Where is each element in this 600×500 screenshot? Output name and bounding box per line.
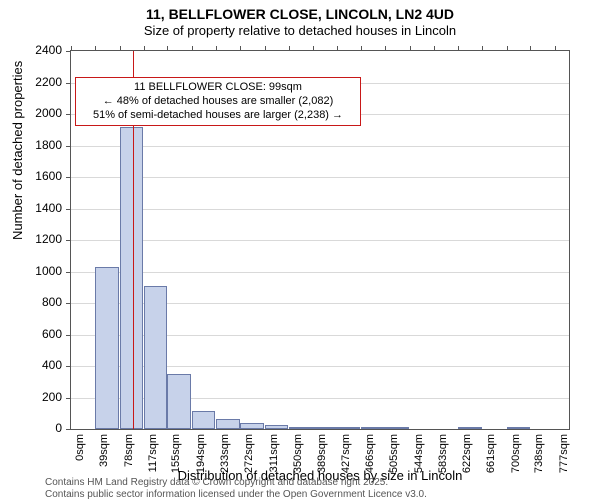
footer-attribution: Contains HM Land Registry data © Crown c… bbox=[45, 477, 427, 500]
footer-line-2: Contains public sector information licen… bbox=[45, 489, 427, 500]
x-tick-label: 78sqm bbox=[123, 434, 135, 467]
annotation-line: ← 48% of detached houses are smaller (2,… bbox=[82, 95, 354, 109]
histogram-bar bbox=[240, 423, 264, 429]
y-tick-label: 1400 bbox=[22, 201, 62, 215]
x-tick-mark bbox=[530, 46, 531, 51]
y-tick-label: 1600 bbox=[22, 169, 62, 183]
y-tick-label: 2000 bbox=[22, 106, 62, 120]
gridline bbox=[71, 240, 569, 241]
y-tick-mark bbox=[66, 366, 71, 367]
y-tick-mark bbox=[66, 177, 71, 178]
gridline bbox=[71, 177, 569, 178]
x-tick-mark bbox=[337, 46, 338, 51]
y-tick-mark bbox=[66, 272, 71, 273]
x-tick-mark bbox=[289, 46, 290, 51]
histogram-bar bbox=[120, 127, 144, 429]
histogram-bar bbox=[144, 286, 168, 429]
gridline bbox=[71, 146, 569, 147]
y-tick-label: 2200 bbox=[22, 75, 62, 89]
histogram-bar bbox=[216, 419, 240, 429]
y-tick-label: 200 bbox=[22, 390, 62, 404]
x-tick-label: 0sqm bbox=[74, 434, 86, 461]
x-tick-mark bbox=[458, 46, 459, 51]
footer-line-1: Contains HM Land Registry data © Crown c… bbox=[45, 477, 427, 489]
x-tick-label: 117sqm bbox=[147, 434, 159, 472]
x-tick-mark bbox=[313, 46, 314, 51]
y-tick-mark bbox=[66, 114, 71, 115]
x-tick-mark bbox=[385, 46, 386, 51]
y-tick-label: 1000 bbox=[22, 264, 62, 278]
histogram-bar bbox=[167, 374, 191, 429]
gridline bbox=[71, 209, 569, 210]
histogram-bar bbox=[192, 411, 216, 429]
histogram-bar bbox=[337, 427, 361, 429]
x-tick-mark bbox=[71, 46, 72, 51]
x-tick-mark bbox=[410, 46, 411, 51]
histogram-bar bbox=[361, 427, 385, 429]
histogram-bar bbox=[313, 427, 337, 429]
y-tick-mark bbox=[66, 303, 71, 304]
y-tick-label: 800 bbox=[22, 295, 62, 309]
annotation-line: 51% of semi-detached houses are larger (… bbox=[82, 109, 354, 123]
x-tick-mark bbox=[144, 46, 145, 51]
x-tick-mark bbox=[240, 46, 241, 51]
y-tick-label: 1200 bbox=[22, 232, 62, 246]
histogram-bar bbox=[265, 425, 289, 429]
y-tick-label: 0 bbox=[22, 421, 62, 435]
histogram-bar bbox=[458, 427, 482, 429]
histogram-bar bbox=[95, 267, 119, 429]
y-tick-mark bbox=[66, 83, 71, 84]
y-tick-mark bbox=[66, 209, 71, 210]
y-tick-label: 2400 bbox=[22, 43, 62, 57]
y-tick-mark bbox=[66, 146, 71, 147]
histogram-bar bbox=[385, 427, 409, 429]
y-tick-label: 600 bbox=[22, 327, 62, 341]
histogram-bar bbox=[289, 427, 313, 429]
y-tick-label: 400 bbox=[22, 358, 62, 372]
x-tick-mark bbox=[120, 46, 121, 51]
x-tick-mark bbox=[95, 46, 96, 51]
y-tick-mark bbox=[66, 335, 71, 336]
chart-plot-area: 11 BELLFLOWER CLOSE: 99sqm← 48% of detac… bbox=[70, 50, 570, 430]
chart-title-block: 11, BELLFLOWER CLOSE, LINCOLN, LN2 4UD S… bbox=[0, 0, 600, 38]
x-tick-mark bbox=[482, 46, 483, 51]
x-tick-mark bbox=[216, 46, 217, 51]
y-axis-ticks: 0200400600800100012001400160018002000220… bbox=[0, 50, 66, 430]
y-tick-mark bbox=[66, 51, 71, 52]
gridline bbox=[71, 272, 569, 273]
annotation-line: 11 BELLFLOWER CLOSE: 99sqm bbox=[82, 81, 354, 95]
y-tick-mark bbox=[66, 240, 71, 241]
x-tick-label: 39sqm bbox=[98, 434, 110, 467]
histogram-bar bbox=[507, 427, 531, 429]
y-tick-mark bbox=[66, 398, 71, 399]
x-tick-label: 311sqm bbox=[268, 434, 280, 472]
x-tick-mark bbox=[265, 46, 266, 51]
x-tick-mark bbox=[555, 46, 556, 51]
x-tick-mark bbox=[192, 46, 193, 51]
x-tick-mark bbox=[361, 46, 362, 51]
y-tick-label: 1800 bbox=[22, 138, 62, 152]
x-tick-mark bbox=[507, 46, 508, 51]
x-tick-mark bbox=[167, 46, 168, 51]
chart-subtitle: Size of property relative to detached ho… bbox=[0, 23, 600, 38]
x-tick-mark bbox=[434, 46, 435, 51]
annotation-box: 11 BELLFLOWER CLOSE: 99sqm← 48% of detac… bbox=[75, 77, 361, 126]
x-axis-ticks: 0sqm39sqm78sqm117sqm155sqm194sqm233sqm27… bbox=[70, 430, 570, 470]
chart-title: 11, BELLFLOWER CLOSE, LINCOLN, LN2 4UD bbox=[0, 6, 600, 22]
